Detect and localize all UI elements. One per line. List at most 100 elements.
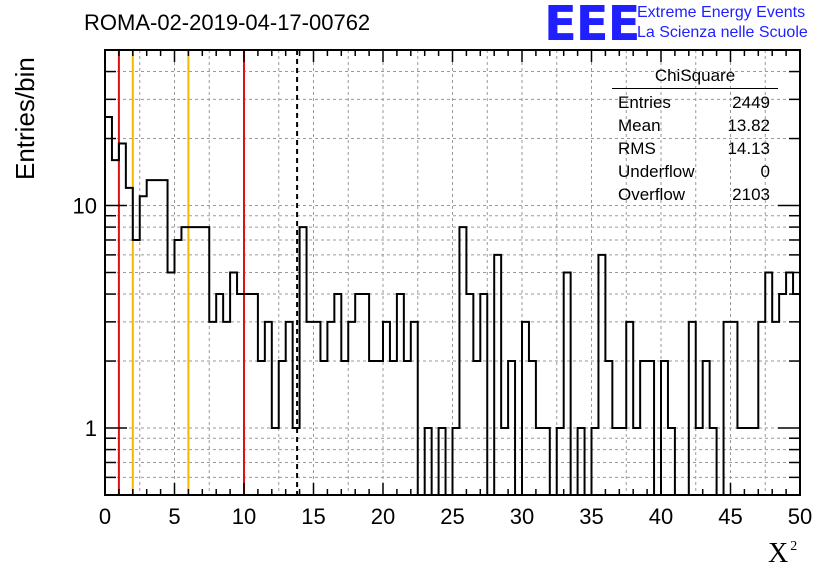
histogram-bin bbox=[300, 227, 307, 495]
stats-label: Underflow bbox=[618, 162, 695, 181]
histogram-bin bbox=[307, 322, 314, 495]
histogram-bin bbox=[619, 428, 626, 495]
stats-row-mean: Mean 13.82 bbox=[612, 114, 778, 137]
histogram-bin bbox=[244, 294, 251, 495]
histogram-bin bbox=[710, 428, 717, 495]
histogram-bin bbox=[258, 361, 265, 495]
histogram-bin bbox=[286, 322, 293, 495]
histogram-bin bbox=[237, 294, 244, 495]
histogram-bin bbox=[293, 428, 300, 495]
histogram-bin bbox=[369, 361, 376, 495]
stats-label: Entries bbox=[618, 93, 671, 112]
histogram-bin bbox=[612, 428, 619, 495]
axes bbox=[104, 49, 801, 496]
histogram-bin bbox=[661, 361, 668, 495]
histogram-bin bbox=[772, 322, 779, 495]
histogram-bin bbox=[209, 322, 216, 495]
histogram-bin bbox=[327, 322, 334, 495]
logo-line-2: La Scienza nelle Scuole bbox=[637, 24, 808, 41]
histogram-bin bbox=[390, 361, 397, 495]
x-tick-label: 5 bbox=[168, 504, 180, 529]
stats-value: 2449 bbox=[732, 93, 770, 112]
histogram-bin bbox=[411, 322, 418, 495]
histogram-bin bbox=[154, 180, 161, 495]
histogram-bin bbox=[195, 227, 202, 495]
histogram-bin bbox=[188, 227, 195, 495]
histogram-bin bbox=[216, 294, 223, 495]
histogram-bin bbox=[230, 273, 237, 496]
stats-value: 0 bbox=[760, 162, 770, 181]
histogram-bin bbox=[689, 322, 696, 495]
histogram-bin bbox=[744, 428, 751, 495]
histogram-bin bbox=[765, 273, 772, 496]
histogram-bin bbox=[314, 322, 321, 495]
logo-caption: Extreme Energy Events La Scienza nelle S… bbox=[637, 3, 808, 43]
histogram-bin bbox=[536, 428, 543, 495]
x-tick-label: 15 bbox=[301, 504, 325, 529]
stats-box: ChiSquare Entries 2449 Mean 13.82 RMS 14.13… bbox=[612, 66, 778, 206]
eee-logo: EEE bbox=[544, 0, 640, 52]
histogram-bin bbox=[453, 428, 460, 495]
histogram-bin bbox=[508, 361, 515, 495]
histogram-bin bbox=[397, 294, 404, 495]
histogram-bin bbox=[737, 428, 744, 495]
x-tick-label: 40 bbox=[649, 504, 673, 529]
histogram-bin bbox=[480, 294, 487, 495]
histogram-bin bbox=[578, 428, 585, 495]
stats-label: Mean bbox=[618, 116, 661, 135]
histogram-bin bbox=[459, 227, 466, 495]
histogram-bin bbox=[112, 160, 119, 495]
x-tick-label: 45 bbox=[718, 504, 742, 529]
histogram-bin bbox=[543, 428, 550, 495]
x-tick-label: 10 bbox=[232, 504, 256, 529]
y-tick-label: 1 bbox=[85, 416, 97, 441]
x-tick-label: 20 bbox=[371, 504, 395, 529]
stats-row-entries: Entries 2449 bbox=[612, 91, 778, 114]
x-tick-label: 30 bbox=[510, 504, 534, 529]
histogram-bin bbox=[439, 428, 446, 495]
histogram-bin bbox=[140, 196, 147, 495]
histogram-bin bbox=[175, 240, 182, 495]
y-tick-label: 10 bbox=[73, 194, 97, 219]
x-tick-label: 0 bbox=[99, 504, 111, 529]
stats-row-underflow: Underflow 0 bbox=[612, 160, 778, 183]
histogram-bin bbox=[341, 361, 348, 495]
histogram-bin bbox=[362, 294, 369, 495]
histogram-bin bbox=[161, 180, 168, 495]
x-axis-label-base: X bbox=[768, 538, 789, 569]
histogram-bin bbox=[592, 428, 599, 495]
histogram-bin bbox=[473, 361, 480, 495]
histogram-bin bbox=[633, 428, 640, 495]
histogram-bin bbox=[501, 428, 508, 495]
histogram-bin bbox=[334, 294, 341, 495]
histogram-bin bbox=[557, 428, 564, 495]
histogram-bin bbox=[696, 428, 703, 495]
histogram-bin bbox=[703, 361, 710, 495]
x-tick-label: 50 bbox=[788, 504, 812, 529]
histogram-bin bbox=[522, 322, 529, 495]
histogram-bin bbox=[251, 294, 258, 495]
histogram-bin bbox=[758, 322, 765, 495]
histogram-bin bbox=[126, 188, 133, 495]
histogram-bin bbox=[626, 322, 633, 495]
histogram-bin bbox=[119, 143, 126, 495]
y-axis-label: Entries/bin bbox=[10, 57, 40, 180]
histogram-bin bbox=[529, 361, 536, 495]
histogram-bin bbox=[223, 322, 230, 495]
histogram-bin bbox=[376, 361, 383, 495]
histogram-bin bbox=[668, 428, 675, 495]
tick-labels: 0 5 10 15 20 25 30 35 40 45 50 1 10 bbox=[73, 194, 813, 529]
histogram-bin bbox=[724, 322, 731, 495]
stats-row-rms: RMS 14.13 bbox=[612, 137, 778, 160]
vertical-marker-lines bbox=[117, 50, 299, 495]
histogram-bin bbox=[265, 322, 272, 495]
x-axis-label-superscript: 2 bbox=[790, 539, 798, 554]
stats-value: 2103 bbox=[732, 185, 770, 204]
x-tick-label: 35 bbox=[579, 504, 603, 529]
histogram-bin bbox=[320, 361, 327, 495]
histogram-bin bbox=[147, 180, 154, 495]
stats-row-overflow: Overflow 2103 bbox=[612, 183, 778, 206]
histogram-bin bbox=[793, 294, 800, 495]
